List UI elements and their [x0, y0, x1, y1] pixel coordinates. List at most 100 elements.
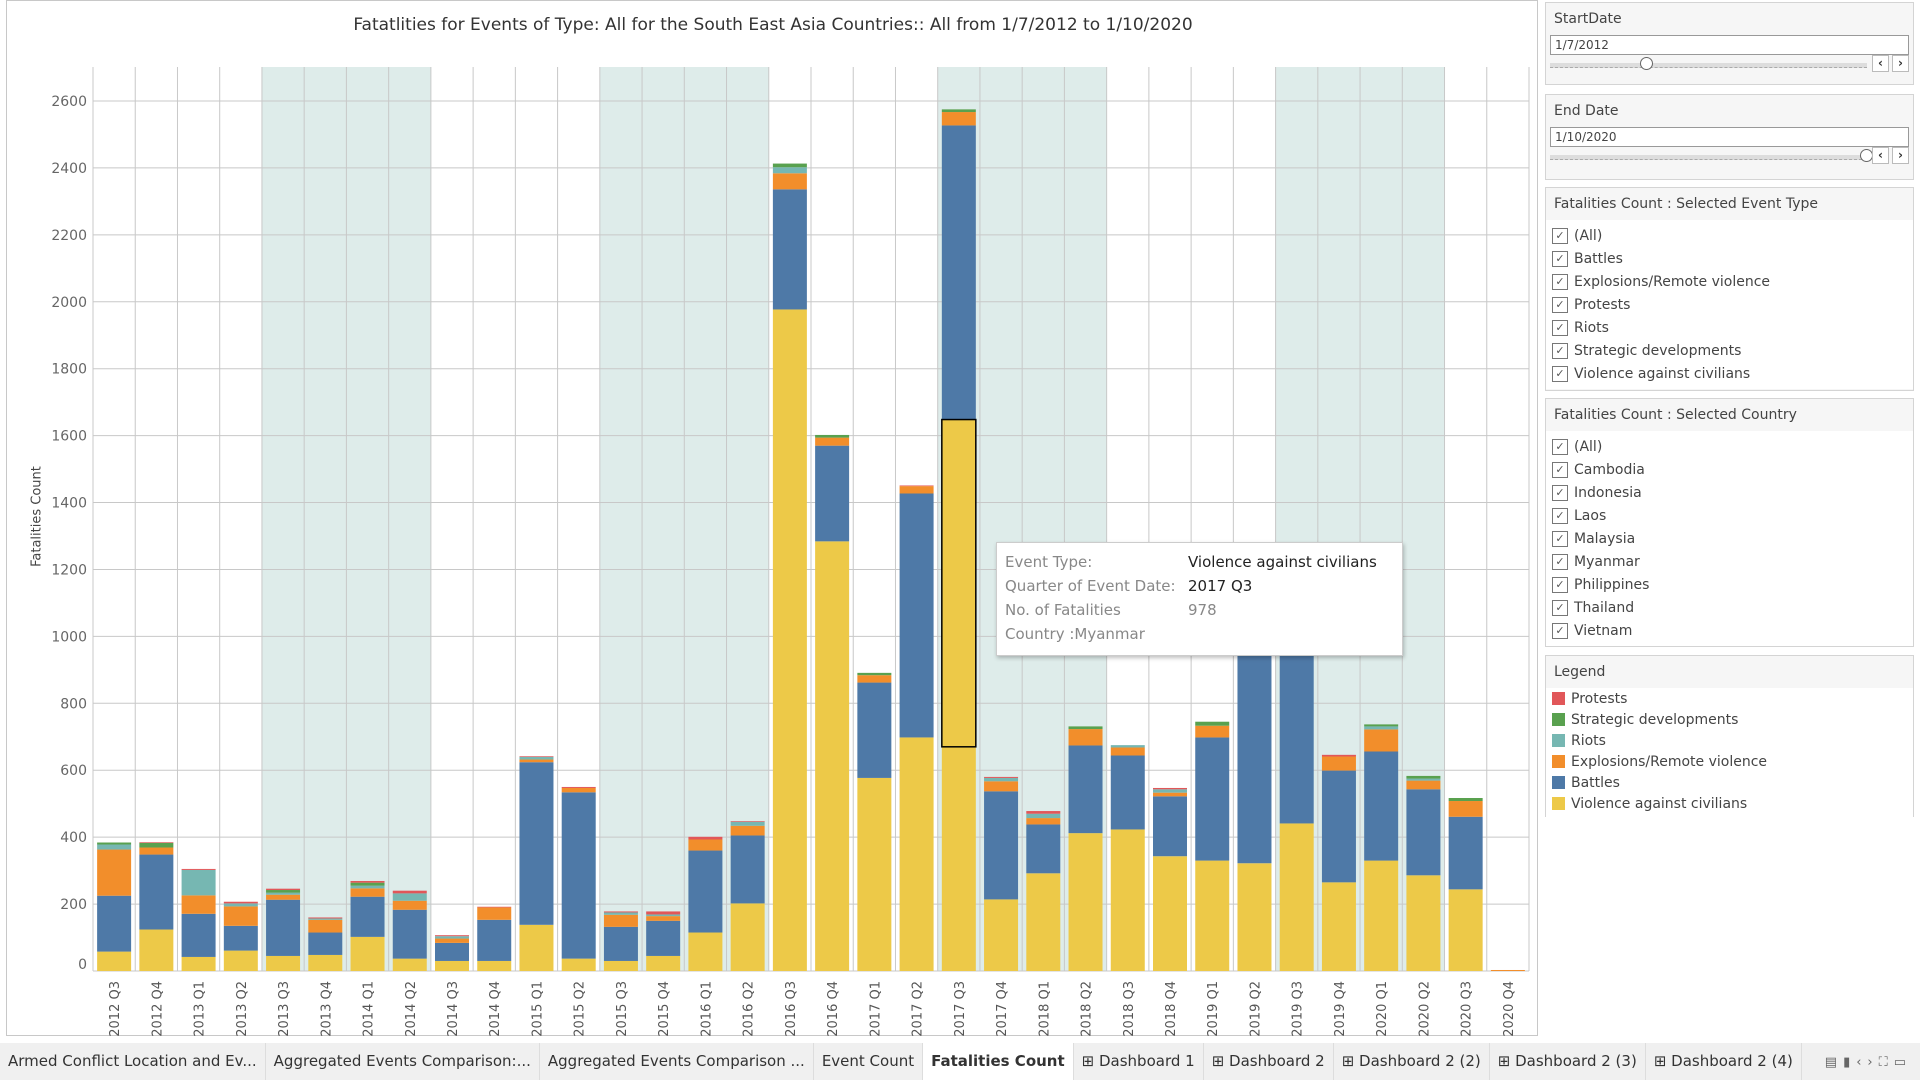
legend-item: Protests — [1552, 688, 1907, 709]
y-tick-label: 600 — [60, 763, 87, 779]
checkbox-checked[interactable]: ✓ — [1552, 227, 1568, 244]
filter-option[interactable]: ✓ Violence against civilians — [1552, 362, 1907, 385]
option-label: Battles — [1574, 250, 1623, 267]
x-tick-label: 2015 Q1 — [530, 981, 545, 1037]
checkbox-checked[interactable]: ✓ — [1552, 507, 1568, 524]
y-tick-label: 1000 — [51, 629, 87, 645]
x-tick-label: 2019 Q2 — [1248, 981, 1263, 1037]
checkbox-checked[interactable]: ✓ — [1552, 365, 1568, 382]
bar-segment — [181, 868, 216, 870]
bar-segment — [603, 960, 638, 971]
slider-handle[interactable] — [1639, 57, 1653, 70]
sheet-tab[interactable]: Armed Conflict Location and Ev... — [0, 1043, 266, 1080]
bar-segment — [1153, 787, 1187, 790]
filter-option[interactable]: ✓ Philippines — [1552, 573, 1907, 596]
start-date-slider[interactable]: ‹ › — [1550, 55, 1909, 77]
bar-segment — [350, 885, 385, 889]
checkbox-checked[interactable]: ✓ — [1552, 461, 1568, 478]
bar-segment — [984, 781, 1019, 792]
checkbox-checked[interactable]: ✓ — [1552, 296, 1568, 313]
filter-option[interactable]: ✓ Cambodia — [1552, 458, 1907, 481]
checkbox-checked[interactable]: ✓ — [1552, 484, 1568, 501]
tooltip: Event Type: Violence against civilians Qu… — [996, 542, 1403, 656]
bar-segment — [392, 958, 427, 971]
tooltip-key: No. of Fatalities — [1005, 601, 1121, 619]
bar-segment — [266, 955, 301, 971]
checkbox-checked[interactable]: ✓ — [1552, 553, 1568, 570]
bar-segment — [984, 777, 1019, 782]
sheet-tab[interactable]: Event Count — [814, 1043, 924, 1080]
previous-button[interactable]: ‹ — [1872, 55, 1889, 72]
legend-swatch — [1552, 776, 1565, 789]
filter-option[interactable]: ✓ Thailand — [1552, 596, 1907, 619]
legend-item: Strategic developments — [1552, 709, 1907, 730]
bar-segment — [1237, 863, 1272, 971]
end-date-slider[interactable]: ‹ › — [1550, 147, 1909, 169]
event-type-filter: Fatalities Count : Selected Event Type ✓… — [1545, 187, 1914, 391]
checkbox-checked[interactable]: ✓ — [1552, 342, 1568, 359]
tab-navigation-controls[interactable]: ▤▮‹›⛶▭ — [1824, 1055, 1912, 1070]
previous-button[interactable]: ‹ — [1872, 147, 1889, 164]
filter-option[interactable]: ✓ Protests — [1552, 293, 1907, 316]
end-date-input[interactable]: 1/10/2020 — [1550, 127, 1909, 147]
sheet-tab[interactable]: ⊞ Dashboard 1 — [1074, 1043, 1204, 1080]
bar-segment — [1406, 775, 1441, 779]
sheet-tab[interactable]: ⊞ Dashboard 2 — [1204, 1043, 1334, 1080]
filter-option[interactable]: ✓ Myanmar — [1552, 550, 1907, 573]
checkbox-checked[interactable]: ✓ — [1552, 273, 1568, 290]
filter-option[interactable]: ✓ Malaysia — [1552, 527, 1907, 550]
tooltip-value: 978 — [1188, 601, 1217, 619]
filter-option[interactable]: ✓ Vietnam — [1552, 619, 1907, 642]
checkbox-checked[interactable]: ✓ — [1552, 576, 1568, 593]
sheet-tab[interactable]: Aggregated Events Comparison ... — [540, 1043, 814, 1080]
filter-option[interactable]: ✓ Indonesia — [1552, 481, 1907, 504]
filter-option[interactable]: ✓ Strategic developments — [1552, 339, 1907, 362]
next-button[interactable]: › — [1892, 55, 1909, 72]
bar-segment — [1448, 889, 1483, 971]
end-date-label: End Date — [1554, 103, 1619, 119]
bar-segment — [899, 737, 934, 971]
x-tick-label: 2014 Q2 — [404, 981, 419, 1037]
bar-segment — [139, 929, 174, 971]
filter-option[interactable]: ✓ Laos — [1552, 504, 1907, 527]
bar-segment — [97, 951, 132, 971]
bar-segment — [561, 786, 596, 788]
checkbox-checked[interactable]: ✓ — [1552, 438, 1568, 455]
sheet-tab[interactable]: Fatalities Count — [923, 1043, 1074, 1080]
bar-segment — [392, 893, 427, 901]
sheet-tab[interactable]: Aggregated Events Comparison:... — [266, 1043, 540, 1080]
legend-label: Strategic developments — [1571, 711, 1739, 728]
sheet-tab[interactable]: ⊞ Dashboard 2 (4) — [1646, 1043, 1802, 1080]
bar-segment — [435, 936, 469, 939]
filter-option[interactable]: ✓ Riots — [1552, 316, 1907, 339]
checkbox-checked[interactable]: ✓ — [1552, 319, 1568, 336]
y-tick-label: 2200 — [51, 228, 87, 244]
bar-segment — [1448, 798, 1483, 802]
chart-panel: 0 200 400 600 800 1000 1200 1400 1600 1800 2000 220… — [6, 0, 1538, 1037]
bar-segment — [772, 173, 807, 190]
start-date-input[interactable]: 1/7/2012 — [1550, 35, 1909, 55]
x-tick-label: 2020 Q4 — [1502, 981, 1517, 1037]
sheet-tab[interactable]: ⊞ Dashboard 2 (2) — [1334, 1043, 1490, 1080]
checkbox-checked[interactable]: ✓ — [1552, 622, 1568, 639]
tooltip-value: Violence against civilians — [1188, 553, 1377, 571]
bar-segment — [392, 909, 427, 959]
bar-segment — [603, 912, 638, 915]
option-label: (All) — [1574, 227, 1603, 244]
filter-option[interactable]: ✓ Battles — [1552, 247, 1907, 270]
x-tick-label: 2013 Q1 — [193, 981, 208, 1037]
sheet-tab[interactable]: ⊞ Dashboard 2 (3) — [1490, 1043, 1646, 1080]
checkbox-checked[interactable]: ✓ — [1552, 599, 1568, 616]
filter-option[interactable]: ✓ (All) — [1552, 224, 1907, 247]
bar-segment — [435, 960, 469, 971]
bar-segment — [730, 821, 765, 826]
bar-segment — [730, 821, 765, 822]
checkbox-checked[interactable]: ✓ — [1552, 250, 1568, 267]
filter-option[interactable]: ✓ (All) — [1552, 435, 1907, 458]
bar-segment — [350, 896, 385, 937]
next-button[interactable]: › — [1892, 147, 1909, 164]
bar-segment — [350, 936, 385, 971]
filter-option[interactable]: ✓ Explosions/Remote violence — [1552, 270, 1907, 293]
checkbox-checked[interactable]: ✓ — [1552, 530, 1568, 547]
y-tick-label: 1800 — [51, 362, 87, 378]
